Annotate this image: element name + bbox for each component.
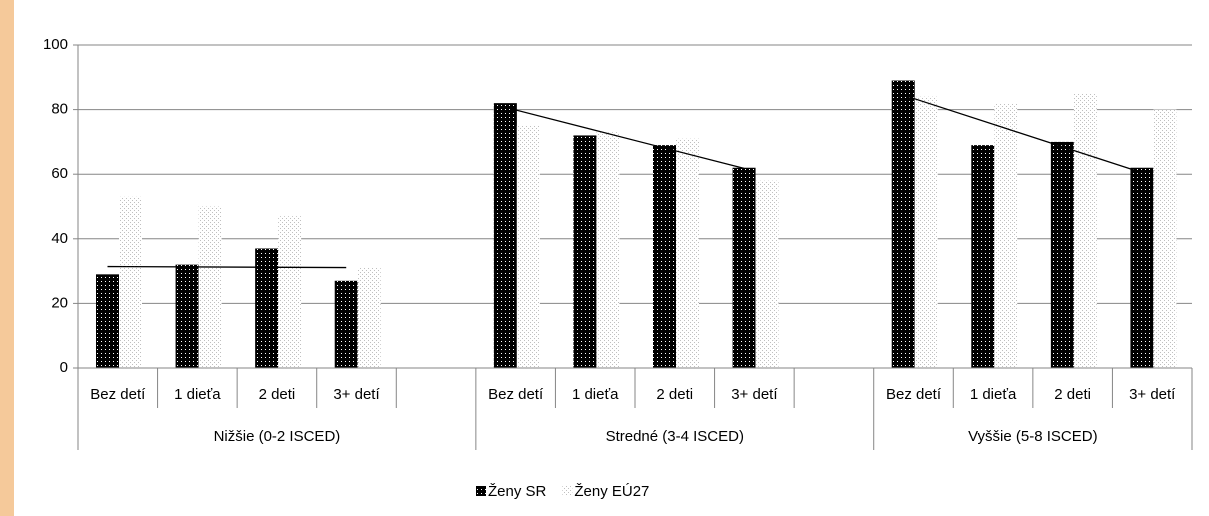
bar xyxy=(732,167,756,368)
bar xyxy=(255,248,279,368)
x-tick-label: Bez detí xyxy=(90,386,146,403)
bar xyxy=(994,103,1018,368)
bar xyxy=(891,80,915,368)
bar xyxy=(1050,141,1074,368)
trendline xyxy=(107,265,347,269)
bar xyxy=(755,180,779,368)
bar xyxy=(278,216,302,368)
legend-swatch xyxy=(476,486,486,496)
x-tick-label: 3+ detí xyxy=(731,386,778,403)
y-tick-label: 20 xyxy=(51,294,68,311)
x-tick-label: 3+ detí xyxy=(1129,386,1176,403)
background-edge xyxy=(0,0,14,516)
group-label: Vyššie (5-8 ISCED) xyxy=(968,428,1097,445)
x-tick-label: Bez detí xyxy=(488,386,544,403)
bar xyxy=(573,135,597,368)
legend-label: Ženy SR xyxy=(488,483,547,500)
trendline xyxy=(505,106,745,170)
bar xyxy=(1073,93,1097,368)
bar xyxy=(1153,109,1177,368)
bar xyxy=(119,196,142,368)
bar xyxy=(596,132,620,368)
bar xyxy=(493,103,517,368)
bar xyxy=(653,145,676,368)
y-tick-label: 60 xyxy=(51,165,68,182)
legend-swatch xyxy=(562,486,573,496)
trendline xyxy=(903,94,1143,174)
x-tick-label: 2 deti xyxy=(656,386,693,403)
bar xyxy=(914,96,938,369)
bar xyxy=(971,145,995,368)
bar xyxy=(334,280,358,368)
x-tick-label: 2 deti xyxy=(1054,386,1091,403)
x-tick-label: 2 deti xyxy=(259,386,296,403)
bar xyxy=(1130,167,1154,368)
bar xyxy=(198,206,222,368)
x-tick-label: 3+ detí xyxy=(333,386,380,403)
x-tick-label: Bez detí xyxy=(886,386,942,403)
bar xyxy=(676,138,699,368)
x-tick-label: 1 dieťa xyxy=(572,386,619,403)
bar xyxy=(357,267,381,368)
bar xyxy=(96,274,119,368)
y-tick-label: 40 xyxy=(51,230,68,247)
y-tick-label: 100 xyxy=(43,36,68,53)
x-tick-label: 1 dieťa xyxy=(970,386,1017,403)
bar xyxy=(175,264,199,368)
y-tick-label: 80 xyxy=(51,101,68,118)
x-tick-label: 1 dieťa xyxy=(174,386,221,403)
bar xyxy=(516,125,540,368)
group-label: Nižšie (0-2 ISCED) xyxy=(214,428,341,445)
y-tick-label: 0 xyxy=(60,359,68,376)
group-label: Stredné (3-4 ISCED) xyxy=(606,428,744,445)
legend-label: Ženy EÚ27 xyxy=(574,483,649,500)
